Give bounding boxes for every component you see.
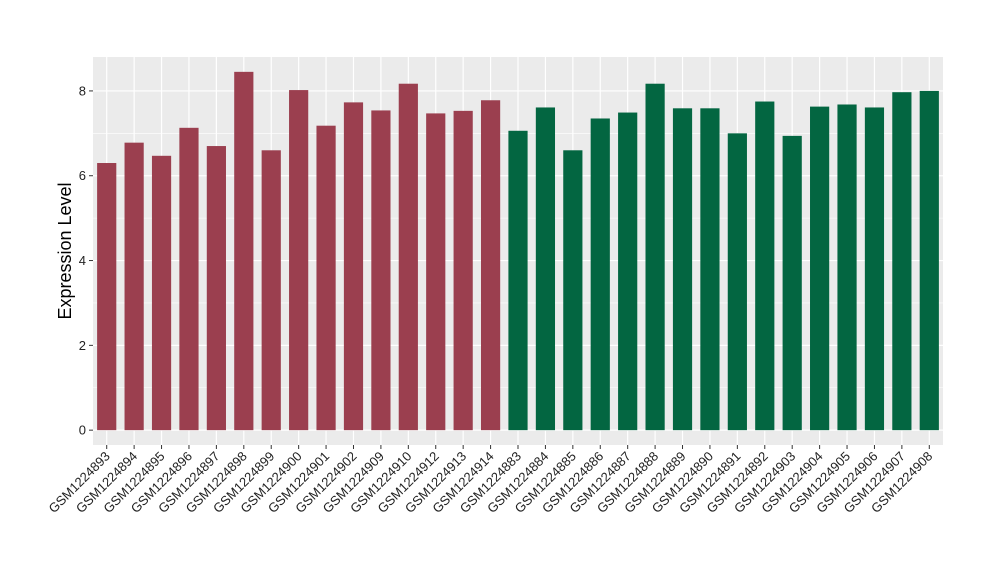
bar-gsm1224894 — [124, 142, 144, 431]
bar-gsm1224897 — [206, 146, 226, 431]
bar-gsm1224912 — [426, 113, 446, 431]
bar-gsm1224891 — [727, 133, 747, 431]
y-axis: 0 2 4 6 8 — [79, 83, 93, 438]
bar-gsm1224889 — [672, 108, 693, 431]
bar-gsm1224902 — [343, 102, 364, 431]
bar-gsm1224893 — [97, 163, 117, 431]
bar-gsm1224907 — [892, 92, 912, 431]
bar-gsm1224888 — [645, 83, 665, 431]
bar-gsm1224887 — [618, 112, 638, 431]
bar-gsm1224906 — [864, 107, 885, 431]
bar-gsm1224910 — [398, 83, 418, 431]
bar-gsm1224914 — [480, 100, 501, 431]
bars — [97, 71, 939, 431]
bar-gsm1224900 — [289, 90, 309, 431]
bar-gsm1224903 — [782, 135, 802, 431]
bar-gsm1224884 — [535, 107, 556, 431]
bar-gsm1224892 — [755, 101, 775, 431]
y-tick-label: 6 — [79, 168, 86, 183]
bar-gsm1224895 — [151, 155, 172, 431]
bar-gsm1224898 — [234, 71, 254, 431]
bar-gsm1224909 — [371, 110, 391, 431]
y-tick-label: 2 — [79, 338, 86, 353]
y-tick-label: 8 — [79, 83, 86, 98]
x-axis: GSM1224893GSM1224894GSM1224895GSM1224896… — [45, 445, 935, 516]
bar-gsm1224908 — [919, 90, 939, 431]
bar-gsm1224905 — [837, 104, 857, 431]
bar-gsm1224896 — [179, 127, 199, 431]
y-tick-label: 4 — [79, 253, 86, 268]
bar-gsm1224904 — [810, 106, 830, 431]
bar-gsm1224901 — [316, 125, 336, 431]
y-axis-title: Expression Level — [55, 182, 75, 319]
bar-gsm1224899 — [261, 150, 281, 431]
bar-gsm1224913 — [453, 110, 473, 431]
bar-gsm1224885 — [563, 150, 583, 431]
y-tick-label: 0 — [79, 423, 86, 438]
bar-gsm1224886 — [590, 118, 610, 431]
bar-gsm1224890 — [700, 108, 720, 431]
bar-gsm1224883 — [508, 130, 528, 431]
